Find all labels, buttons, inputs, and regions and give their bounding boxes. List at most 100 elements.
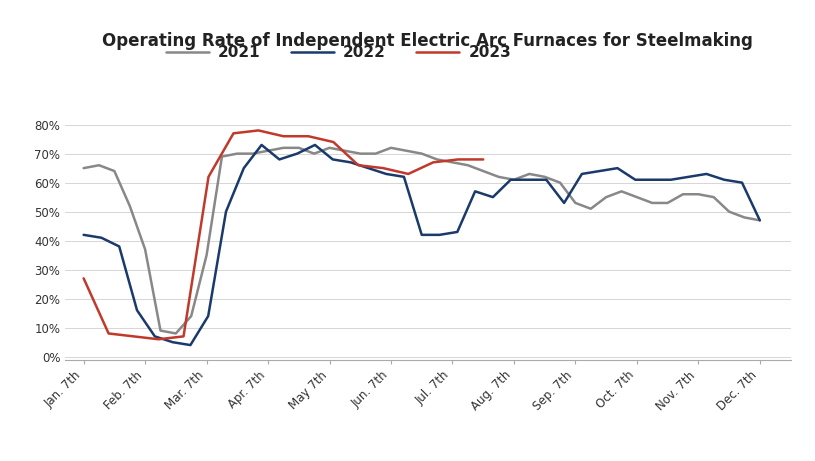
2022 — [257, 142, 267, 148]
2022 — [221, 209, 231, 214]
2022 — [488, 195, 498, 200]
2022 — [346, 160, 355, 165]
2021 — [694, 191, 703, 197]
2022 — [559, 200, 569, 206]
2022 — [328, 157, 337, 162]
Title: Operating Rate of Independent Electric Arc Furnaces for Steelmaking: Operating Rate of Independent Electric A… — [103, 32, 753, 50]
2022 — [737, 180, 747, 185]
2021 — [663, 200, 672, 206]
Line: 2021: 2021 — [84, 148, 760, 333]
2023 — [253, 128, 263, 133]
2022 — [79, 232, 89, 237]
2023 — [129, 334, 139, 339]
2021 — [725, 209, 734, 214]
2021 — [294, 145, 304, 151]
2021 — [79, 165, 89, 171]
2023 — [204, 174, 214, 180]
2022 — [381, 171, 391, 177]
2021 — [755, 218, 764, 223]
2022 — [506, 177, 516, 183]
2021 — [416, 151, 426, 156]
2023 — [228, 130, 238, 136]
2022 — [613, 165, 623, 171]
2021 — [402, 148, 412, 154]
2023 — [279, 134, 289, 139]
2022 — [399, 174, 409, 180]
2021 — [171, 331, 181, 336]
Line: 2022: 2022 — [84, 145, 760, 345]
2021 — [340, 148, 350, 154]
2023 — [104, 331, 113, 336]
2023 — [79, 276, 89, 281]
2021 — [432, 157, 442, 162]
2021 — [248, 151, 258, 156]
2023 — [453, 157, 463, 162]
2021 — [709, 195, 719, 200]
2023 — [328, 139, 338, 145]
2021 — [524, 171, 534, 177]
2022 — [541, 177, 551, 183]
2021 — [478, 168, 488, 174]
2022 — [310, 142, 319, 148]
2021 — [494, 174, 504, 180]
2021 — [540, 174, 549, 180]
2022 — [203, 313, 213, 319]
2021 — [386, 145, 396, 151]
2022 — [434, 232, 444, 237]
2022 — [150, 334, 160, 339]
2021 — [187, 313, 196, 319]
2022 — [275, 157, 284, 162]
2022 — [452, 229, 462, 235]
2021 — [447, 160, 457, 165]
2022 — [168, 339, 178, 345]
Legend: 2021, 2022, 2023: 2021, 2022, 2023 — [160, 39, 518, 66]
2023 — [429, 160, 438, 165]
2021 — [509, 177, 519, 183]
2021 — [632, 195, 641, 200]
2022 — [470, 189, 480, 194]
Line: 2023: 2023 — [84, 130, 483, 339]
2021 — [601, 195, 611, 200]
2021 — [586, 206, 596, 212]
2021 — [232, 151, 242, 156]
2021 — [125, 203, 134, 209]
2022 — [595, 168, 605, 174]
2022 — [132, 307, 142, 313]
2023 — [403, 171, 413, 177]
2021 — [201, 252, 211, 258]
2023 — [178, 334, 188, 339]
2022 — [523, 177, 533, 183]
2023 — [303, 134, 313, 139]
2022 — [666, 177, 676, 183]
2021 — [217, 154, 227, 160]
2022 — [577, 171, 587, 177]
2021 — [309, 151, 319, 156]
2021 — [617, 189, 627, 194]
2023 — [354, 162, 363, 168]
2021 — [156, 328, 165, 333]
2022 — [630, 177, 640, 183]
2022 — [96, 235, 106, 241]
2022 — [416, 232, 426, 237]
2021 — [371, 151, 381, 156]
2021 — [678, 191, 688, 197]
2022 — [648, 177, 658, 183]
2022 — [186, 343, 196, 348]
2021 — [279, 145, 289, 151]
2021 — [570, 200, 580, 206]
2021 — [647, 200, 657, 206]
2022 — [363, 165, 373, 171]
2021 — [463, 162, 473, 168]
2021 — [324, 145, 334, 151]
2021 — [140, 247, 150, 252]
2023 — [154, 337, 164, 342]
2022 — [114, 244, 124, 249]
2022 — [720, 177, 729, 183]
2022 — [755, 218, 764, 223]
2021 — [94, 162, 104, 168]
2021 — [355, 151, 365, 156]
2022 — [702, 171, 711, 177]
2022 — [684, 174, 694, 180]
2023 — [478, 157, 488, 162]
2021 — [739, 215, 749, 220]
